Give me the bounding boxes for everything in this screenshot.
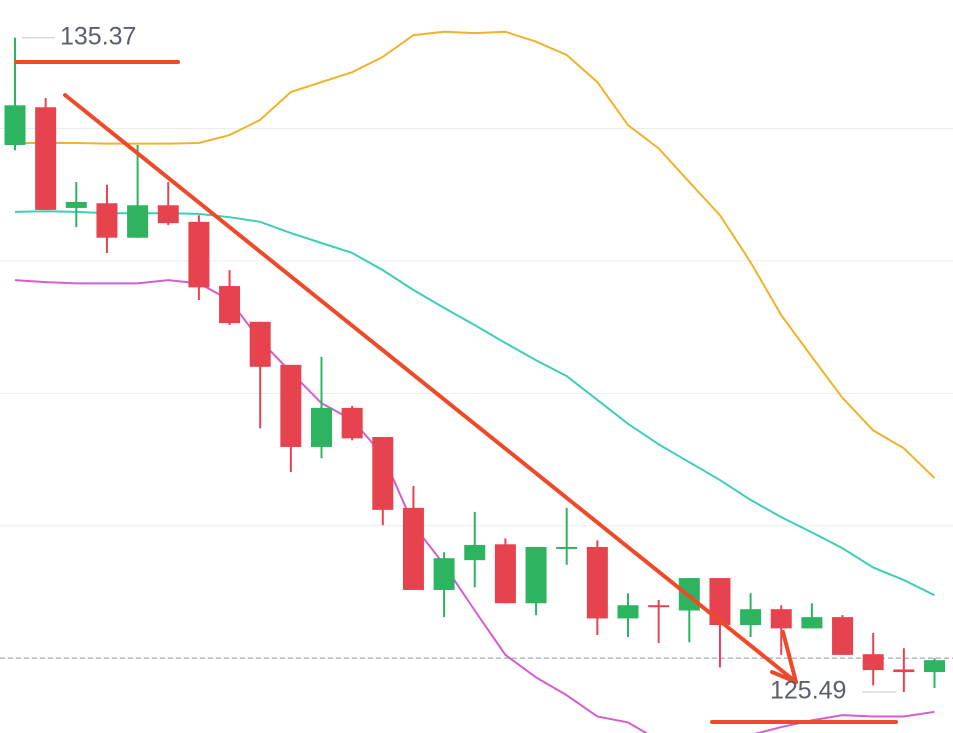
indicator-line (14, 279, 935, 733)
candle-body (433, 558, 455, 590)
arrow-head (770, 670, 798, 684)
arrow-head (781, 630, 798, 684)
low-label: 125.49 (770, 677, 846, 705)
candle-body (4, 105, 26, 146)
candle-body (556, 546, 578, 549)
candle-body (586, 546, 608, 619)
grid (0, 127, 953, 659)
candle-body (311, 407, 332, 447)
indicator-lines (14, 30, 936, 733)
trend-arrow (63, 93, 798, 684)
candle-body (617, 605, 639, 619)
candles (4, 37, 945, 692)
high-label: 135.37 (60, 22, 136, 50)
candle-body (157, 205, 179, 224)
candle-body (372, 437, 394, 510)
candle-body (464, 544, 486, 561)
candle-body (280, 364, 302, 447)
candle-body (219, 286, 241, 324)
candle-body (494, 544, 516, 604)
candle-body (648, 605, 670, 608)
candle-body (740, 609, 762, 626)
candle-body (35, 107, 57, 210)
candle-body (801, 617, 823, 629)
candle-body (249, 321, 271, 367)
candle-body (709, 578, 731, 626)
indicator-line (15, 30, 936, 479)
trend-annotation (14, 60, 898, 724)
candle-body (65, 201, 87, 208)
candle-body (924, 660, 945, 673)
labels: 135.37 125.49 (22, 22, 896, 705)
candle-body (402, 507, 424, 590)
candle-body (341, 407, 363, 439)
candle-body (770, 609, 792, 629)
candle-body (188, 221, 210, 288)
candle-body (862, 654, 884, 671)
candle-body (525, 546, 547, 604)
candle-body (127, 205, 149, 238)
candle-body (893, 669, 915, 673)
candle-body (96, 203, 118, 238)
candle-body (832, 617, 854, 655)
